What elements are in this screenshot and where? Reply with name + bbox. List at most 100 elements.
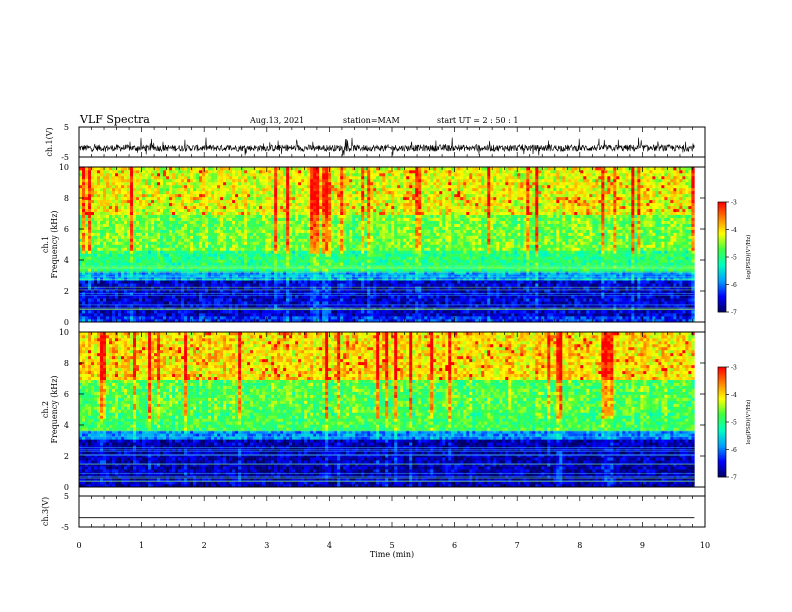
ch1-spectrogram-cell — [427, 271, 431, 275]
ch1-spectrogram-cell — [517, 253, 521, 257]
ch1-spectrogram-cell — [247, 250, 251, 254]
ch1-spectrogram-cell — [520, 304, 524, 308]
ch1-spectrogram-cell — [574, 295, 578, 299]
ch1-spectrogram-cell — [367, 295, 371, 299]
ch1-ylabel: ch.1(V) — [45, 127, 54, 156]
ch1-spectrogram-cell — [646, 307, 650, 311]
ch1-spectrogram-cell — [460, 301, 464, 305]
ch1-spectrogram-cell — [625, 259, 629, 263]
ch1-spectrogram-cell — [304, 283, 308, 287]
ch1-spectrogram-cell — [391, 280, 395, 284]
ch1-spectrogram-cell — [199, 271, 203, 275]
ch1-spectrogram-cell — [559, 250, 563, 254]
ch1-spectrogram-cell — [184, 280, 188, 284]
ch1-spectrogram-cell — [199, 307, 203, 311]
ch1-spectrogram-cell — [274, 256, 278, 260]
ch1-spectrogram-cell — [274, 280, 278, 284]
ch1-spectrogram-cell — [496, 304, 500, 308]
ch1-spectrogram-cell — [688, 286, 692, 290]
ch1-spectrogram-cell — [424, 316, 428, 320]
ch1-spectrogram-cell — [397, 301, 401, 305]
ch1-spectrogram-cell — [418, 253, 422, 257]
ch1-spectrogram-cell — [262, 277, 266, 281]
ch1-spectrogram-cell — [115, 283, 119, 287]
ch1-spectrogram-cell — [574, 286, 578, 290]
ch1-spectrogram-cell — [487, 262, 491, 266]
ch1-spectrogram-cell — [361, 268, 365, 272]
ch1-spectrogram-cell — [466, 316, 470, 320]
ch1-spectrogram-cell — [397, 274, 401, 278]
ch1-spectrogram-cell — [232, 262, 236, 266]
ch1-spectrogram-cell — [601, 271, 605, 275]
ch1-spectrogram-cell — [259, 256, 263, 260]
ch1-spectrogram-cell — [241, 274, 245, 278]
ch1-spectrogram-cell — [688, 301, 692, 305]
ch1-spectrogram-cell — [679, 301, 683, 305]
ch1-spectrogram-cell — [316, 301, 320, 305]
ch1-spectrogram-cell — [346, 310, 350, 314]
ch1-spectrogram-cell — [418, 304, 422, 308]
ch1-spectrogram-cell — [178, 304, 182, 308]
ch1-spectrogram-cell — [262, 286, 266, 290]
ch1-spectrogram-cell — [175, 283, 179, 287]
ch1-spectrogram-cell — [472, 298, 476, 302]
ch1-spectrogram-cell — [508, 307, 512, 311]
ch1-spectrogram-cell — [154, 259, 158, 263]
ch1-spectrogram-cell — [226, 265, 230, 269]
ch1-spectrogram-cell — [130, 313, 134, 317]
ch1-spectrogram-cell — [271, 280, 275, 284]
ch1-spectrogram-cell — [331, 265, 335, 269]
ch1-spectrogram-cell — [265, 256, 269, 260]
ch1-spectrogram-cell — [469, 304, 473, 308]
ch1-spectrogram-cell — [469, 310, 473, 314]
ch1-spectrogram-cell — [493, 301, 497, 305]
ch1-spectrogram-cell — [586, 301, 590, 305]
ch1-spectrogram-cell — [355, 313, 359, 317]
ch1-spectrogram-cell — [121, 280, 125, 284]
ch1-spectrogram-cell — [502, 286, 506, 290]
ch1-spectrogram-cell — [541, 265, 545, 269]
ch1-spectrogram-cell — [493, 259, 497, 263]
ch1-spectrogram-cell — [130, 310, 134, 314]
ch1-spectrogram-cell — [538, 268, 542, 272]
ch1-spectrogram-cell — [442, 286, 446, 290]
ch1-spectrogram-cell — [283, 319, 287, 323]
ch1-spectrogram-cell — [178, 262, 182, 266]
ch1-spectrogram-cell — [466, 310, 470, 314]
ch1-spectrogram-cell — [283, 262, 287, 266]
ch1-spectrogram-cell — [658, 265, 662, 269]
ch1-spectrogram-cell — [112, 286, 116, 290]
ch1-spectrogram-cell — [166, 256, 170, 260]
ch1-spectrogram-cell — [385, 271, 389, 275]
ch1-spectrogram-cell — [520, 316, 524, 320]
ch1-spectrogram-cell — [481, 283, 485, 287]
ch1-spectrogram-cell — [430, 316, 434, 320]
ch1-spectrogram-cell — [292, 289, 296, 293]
ch1-spectrogram-cell — [139, 304, 143, 308]
ch1-spectrogram-cell — [265, 313, 269, 317]
ch1-spectrogram-cell — [595, 268, 599, 272]
ch1-spectrogram-cell — [556, 262, 560, 266]
ch1-spectrogram-cell — [148, 304, 152, 308]
ch1-spectrogram-cell — [352, 250, 356, 254]
ch1-spectrogram-cell — [349, 301, 353, 305]
ch1-spectrogram-cell — [184, 307, 188, 311]
ch1-spectrogram-cell — [487, 253, 491, 257]
ch1-spectrogram-cell — [511, 289, 515, 293]
ch1-spectrogram-cell — [532, 253, 536, 257]
ch1-spectrogram-cell — [496, 280, 500, 284]
ch1-spectrogram-cell — [313, 262, 317, 266]
ch1-spectrogram-cell — [445, 319, 449, 323]
ch1-spectrogram-cell — [292, 301, 296, 305]
ch1-spectrogram-cell — [628, 268, 632, 272]
ch1-spectrogram-cell — [373, 298, 377, 302]
ch1-spectrogram-cell — [406, 268, 410, 272]
ch1-spectrogram-cell — [313, 313, 317, 317]
ch1-spectrogram-cell — [157, 316, 161, 320]
ch1-spectrogram-cell — [181, 301, 185, 305]
ch1-spectrogram-cell — [373, 259, 377, 263]
ch1-spectrogram-cell — [364, 262, 368, 266]
ch1-spectrogram-cell — [559, 262, 563, 266]
ch1-spectrogram-cell — [268, 295, 272, 299]
